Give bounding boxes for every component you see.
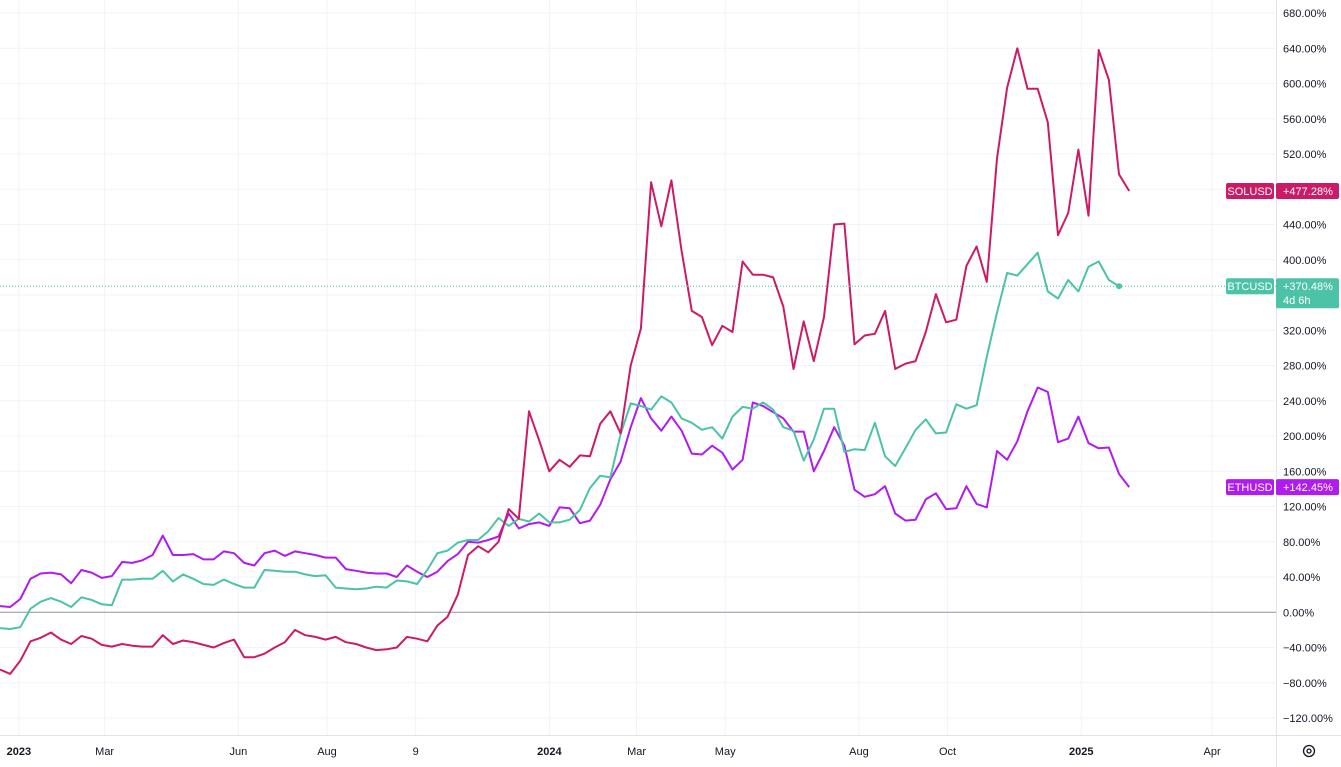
y-tick-label: 560.00% [1283,114,1327,126]
y-axis: 680.00%640.00%600.00%560.00%520.00%480.0… [1276,0,1333,767]
y-tick-label: −80.00% [1283,678,1327,690]
series-tags: SOLUSD +477.28% BTCUSD +370.48% 4d 6h ETHUSD +… [1226,183,1339,496]
series-name-tag [1226,479,1274,496]
y-tick-label: 240.00% [1283,396,1327,408]
series-line-ethusd [0,386,1130,608]
series-value-label: +477.28% [1283,186,1333,198]
y-tick-label: 440.00% [1283,220,1327,232]
x-tick-label: 2025 [1069,746,1093,758]
series-name-label: ETHUSD [1227,482,1272,494]
series-name-label: BTCUSD [1227,281,1272,293]
series-line-btcusd [0,251,1120,630]
y-tick-label: 120.00% [1283,502,1327,514]
series-value-tag [1276,183,1339,200]
series-value-label: +142.45% [1283,482,1333,494]
x-tick-label: May [715,746,736,758]
series-name-tag [1226,278,1274,295]
y-tick-label: 400.00% [1283,255,1327,267]
btc-price-line [0,283,1276,290]
y-tick-label: 80.00% [1283,537,1321,549]
y-tick-label: 520.00% [1283,149,1327,161]
series-value-tag [1276,479,1339,496]
btc-last-point [1116,283,1123,290]
x-tick-label: Aug [317,746,337,758]
x-tick-label: Oct [939,746,956,758]
series-name-tag [1226,183,1274,200]
y-tick-label: −40.00% [1283,643,1327,655]
series-value-label: +370.48% [1283,281,1333,293]
series-name-label: SOLUSD [1227,186,1272,198]
x-tick-label: Mar [95,746,114,758]
x-tick-label: 2023 [7,746,31,758]
y-tick-label: 320.00% [1283,325,1327,337]
gear-icon[interactable] [1302,744,1316,758]
y-tick-label: 680.00% [1283,8,1327,20]
x-tick-label: Jun [229,746,247,758]
series-lines [0,47,1131,675]
x-tick-label: Aug [849,746,869,758]
x-tick-label: 2024 [537,746,562,758]
y-tick-label: 160.00% [1283,466,1327,478]
series-line-solusd [0,47,1131,675]
series-value-tag [1276,278,1339,309]
y-tick-label: 200.00% [1283,431,1327,443]
y-tick-label: −120.00% [1283,713,1333,725]
chart-grid [0,0,1276,735]
bar-countdown-label: 4d 6h [1283,295,1311,307]
x-axis: 2023 Mar Jun Aug 9 2024 Mar May Aug Oct 2025 Apr [0,735,1341,758]
y-tick-label: 40.00% [1283,572,1321,584]
x-tick-label: Apr [1203,746,1220,758]
y-tick-label: 280.00% [1283,361,1327,373]
x-tick-label: Mar [627,746,646,758]
y-tick-label: 600.00% [1283,79,1327,91]
y-tick-label: 640.00% [1283,43,1327,55]
y-tick-label: 0.00% [1283,607,1314,619]
x-tick-label: 9 [413,746,419,758]
